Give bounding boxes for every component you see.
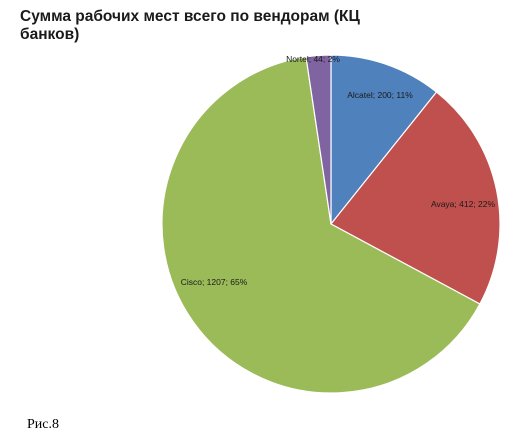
pie-slice-avaya: [330, 91, 501, 305]
pie-slices: [161, 54, 501, 394]
data-label-avaya: Avaya; 412; 22%: [431, 199, 496, 209]
pie-slice-alcatel: [330, 54, 438, 226]
pie-slice-nortel: [305, 54, 332, 225]
data-label-alcatel: Alcatel; 200; 11%: [347, 90, 413, 100]
pie-slice-cisco: [161, 56, 481, 394]
data-label-cisco: Cisco; 1207; 65%: [181, 277, 248, 287]
chart-title: Сумма рабочих мест всего по вендорам (КЦ…: [20, 8, 360, 43]
data-label-nortel: Nortel; 44; 2%: [286, 54, 340, 64]
figure-caption: Рис.8: [27, 417, 59, 432]
pie-labels: Alcatel; 200; 11% Avaya; 412; 22% Cisco; 1…: [181, 54, 496, 287]
